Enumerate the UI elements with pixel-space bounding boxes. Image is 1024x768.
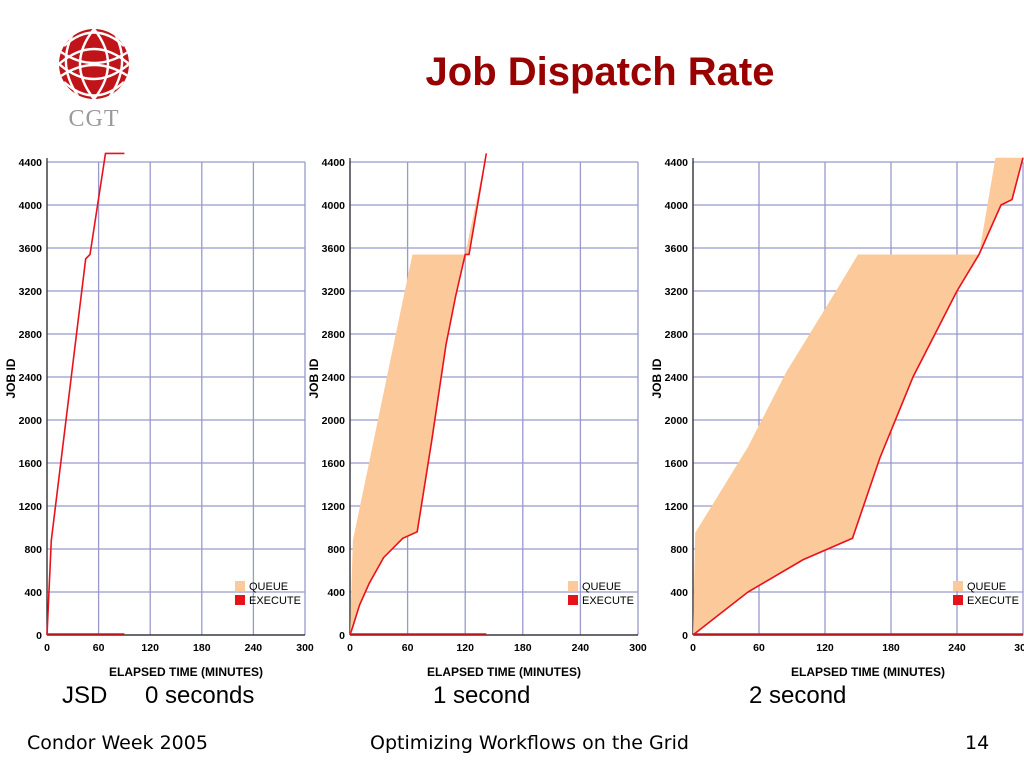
legend-execute-swatch <box>953 595 963 605</box>
cgt-logo: CGT <box>56 24 132 134</box>
y-tick-label: 2400 <box>665 372 689 384</box>
y-tick-label: 800 <box>24 544 42 556</box>
legend-queue-swatch <box>953 581 963 591</box>
y-axis-label: JOB ID <box>4 358 18 398</box>
queue-area <box>47 153 125 635</box>
x-tick-label: 300 <box>1014 642 1024 654</box>
x-tick-label: 0 <box>44 642 50 654</box>
x-tick-label: 60 <box>753 642 765 654</box>
y-tick-label: 800 <box>670 544 688 556</box>
x-tick-label: 180 <box>193 642 211 654</box>
y-tick-label: 1200 <box>665 501 689 513</box>
y-tick-label: 2800 <box>322 329 346 341</box>
y-tick-label: 4400 <box>19 157 43 169</box>
caption-chart-1: 0 seconds <box>145 682 255 709</box>
y-axis-label: JOB ID <box>307 358 321 398</box>
x-tick-label: 300 <box>629 642 647 654</box>
x-axis-label: ELAPSED TIME (MINUTES) <box>427 665 581 679</box>
legend-queue-swatch <box>568 581 578 591</box>
chart-svg: 0400800120016002000240028003200360040004… <box>4 152 314 679</box>
y-tick-label: 4000 <box>665 200 689 212</box>
y-tick-label: 400 <box>327 587 345 599</box>
chart-jsd-0-seconds: 0 400 800 1200 1600 2000 2400 2800 3200 3600 4000 4… <box>4 145 314 685</box>
y-tick-label: 2800 <box>665 329 689 341</box>
x-axis-label: ELAPSED TIME (MINUTES) <box>109 665 263 679</box>
x-tick-label: 120 <box>816 642 834 654</box>
y-tick-label: 800 <box>327 544 345 556</box>
chart-jsd-2-second: 0 400 800 1200 1600 2000 2400 2800 3200 3600 4000 4… <box>640 145 1024 685</box>
y-tick-label: 4400 <box>322 157 346 169</box>
x-tick-label: 300 <box>296 642 314 654</box>
legend-execute-swatch <box>568 595 578 605</box>
x-tick-label: 180 <box>882 642 900 654</box>
legend-execute-swatch <box>235 595 245 605</box>
footer-center: Optimizing Workflows on the Grid <box>370 732 689 754</box>
y-tick-label: 400 <box>24 587 42 599</box>
chart-jsd-1-second: 0 400 800 1200 1600 2000 2400 2800 3200 3600 4000 4… <box>305 145 647 685</box>
y-tick-label: 4000 <box>322 200 346 212</box>
logo-text: CGT <box>68 106 120 132</box>
y-tick-label: 3600 <box>322 243 346 255</box>
y-axis-label: JOB ID <box>650 358 664 398</box>
y-tick-label: 0 <box>682 630 688 642</box>
legend-queue-label: QUEUE <box>249 581 288 593</box>
page-number: 14 <box>965 732 990 754</box>
legend-execute-label: EXECUTE <box>582 595 634 607</box>
y-tick-label: 3200 <box>665 286 689 298</box>
x-tick-label: 60 <box>402 642 414 654</box>
caption-chart-3: 2 second <box>749 682 847 709</box>
caption-jsd: JSD <box>62 682 108 709</box>
x-tick-label: 60 <box>93 642 105 654</box>
x-tick-label: 0 <box>347 642 353 654</box>
x-tick-label: 120 <box>456 642 474 654</box>
execute-line <box>349 153 488 636</box>
y-tick-label: 0 <box>36 630 42 642</box>
execute-line <box>692 157 1024 636</box>
y-tick-label: 0 <box>339 630 345 642</box>
slide-title: Job Dispatch Rate <box>425 50 775 94</box>
x-axis-label: ELAPSED TIME (MINUTES) <box>791 665 945 679</box>
y-tick-label: 1600 <box>665 458 689 470</box>
legend-execute-label: EXECUTE <box>967 595 1019 607</box>
chart-svg: 0400800120016002000240028003200360040004… <box>650 157 1024 679</box>
y-tick-label: 3600 <box>19 243 43 255</box>
y-tick-label: 3600 <box>665 243 689 255</box>
y-tick-label: 4400 <box>665 157 689 169</box>
globe-logo-icon <box>59 29 129 99</box>
y-tick-label: 2400 <box>322 372 346 384</box>
legend-execute-label: EXECUTE <box>249 595 301 607</box>
x-tick-label: 240 <box>572 642 590 654</box>
y-tick-label: 2000 <box>322 415 346 427</box>
x-tick-label: 240 <box>245 642 263 654</box>
y-tick-label: 1600 <box>19 458 43 470</box>
y-tick-label: 2000 <box>19 415 43 427</box>
y-tick-label: 3200 <box>19 286 43 298</box>
x-tick-label: 180 <box>514 642 532 654</box>
x-tick-label: 120 <box>141 642 159 654</box>
legend-queue-label: QUEUE <box>582 581 621 593</box>
legend-queue-swatch <box>235 581 245 591</box>
y-tick-label: 400 <box>670 587 688 599</box>
x-tick-label: 0 <box>690 642 696 654</box>
queue-area <box>693 157 1023 635</box>
y-tick-label: 1200 <box>322 501 346 513</box>
chart-svg: 0400800120016002000240028003200360040004… <box>307 153 647 679</box>
y-tick-label: 2000 <box>665 415 689 427</box>
queue-area <box>350 153 487 635</box>
y-tick-label: 1200 <box>19 501 43 513</box>
x-tick-label: 240 <box>948 642 966 654</box>
y-tick-label: 2800 <box>19 329 43 341</box>
caption-chart-2: 1 second <box>433 682 531 709</box>
legend-queue-label: QUEUE <box>967 581 1006 593</box>
footer-left: Condor Week 2005 <box>27 732 208 754</box>
y-tick-label: 4000 <box>19 200 43 212</box>
y-tick-label: 3200 <box>322 286 346 298</box>
y-tick-label: 2400 <box>19 372 43 384</box>
execute-line <box>46 152 125 636</box>
y-tick-label: 1600 <box>322 458 346 470</box>
